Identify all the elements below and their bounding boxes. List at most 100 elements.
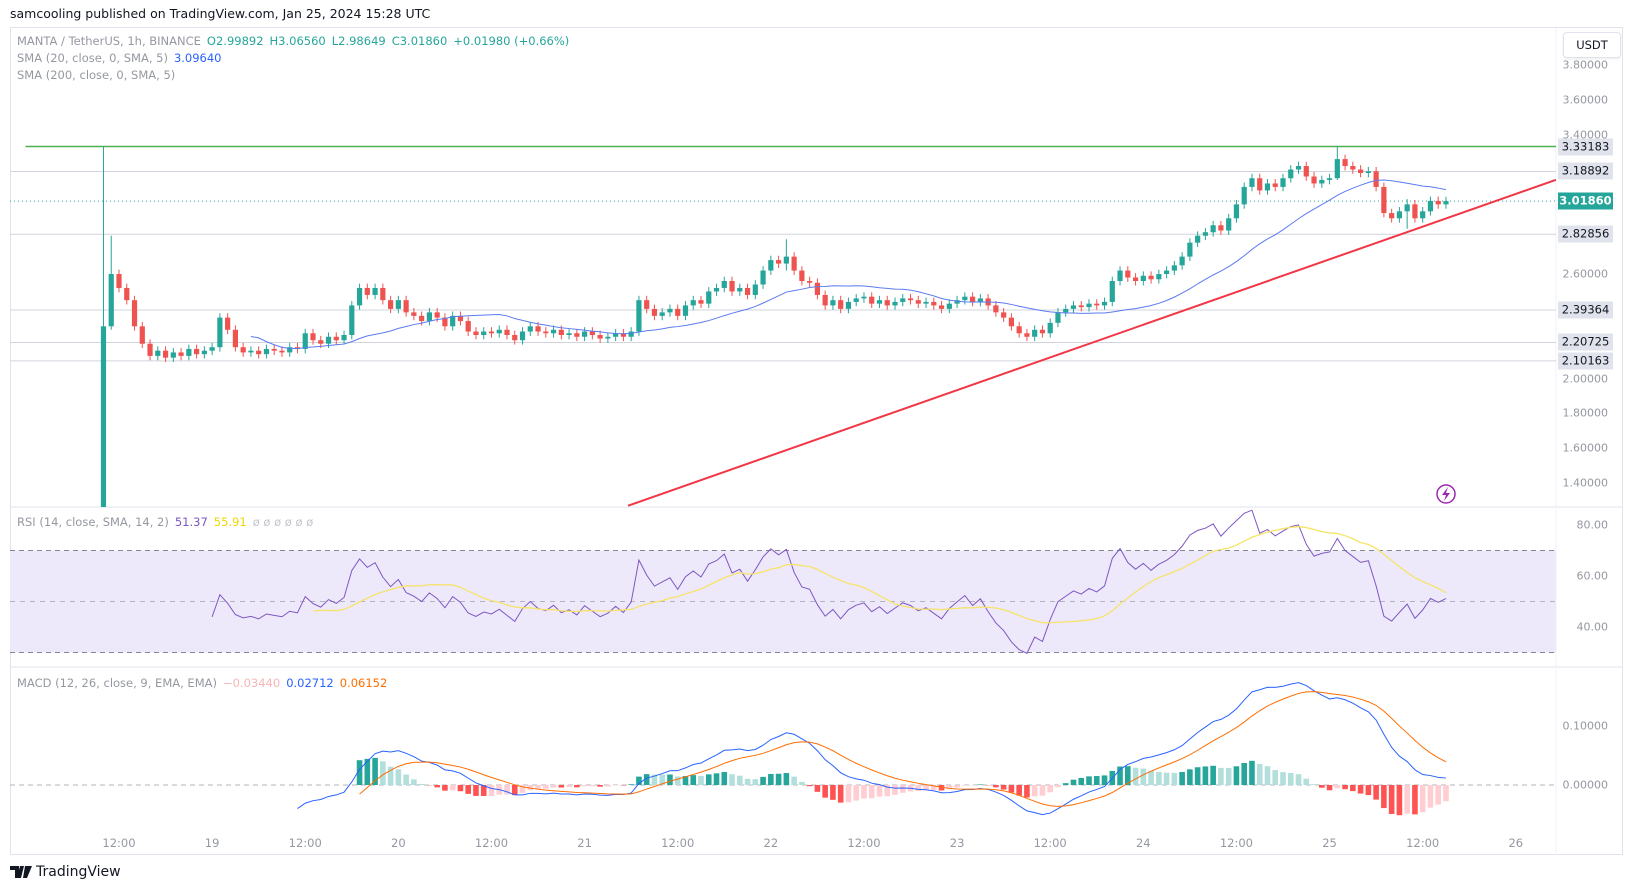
candle-body — [706, 291, 712, 304]
macd-histogram-bar — [1039, 785, 1046, 796]
candle-body — [768, 260, 774, 271]
macd-histogram-bar — [1024, 785, 1030, 798]
macd-line — [297, 682, 1447, 816]
sma20-legend[interactable]: SMA (20, close, 0, SMA, 5) 3.09640 — [17, 51, 228, 65]
candle — [892, 297, 898, 310]
sma200-legend[interactable]: SMA (200, close, 0, SMA, 5) — [17, 68, 181, 82]
macd-histogram-bar — [442, 785, 448, 791]
candle-body — [155, 350, 161, 356]
macd-histogram-bar — [830, 785, 836, 800]
candle — [807, 276, 813, 288]
candle — [1233, 200, 1240, 223]
rsi-legend[interactable]: RSI (14, close, SMA, 14, 2) 51.37 55.91 ø ø… — [17, 515, 319, 529]
candle-body — [597, 335, 603, 339]
close-value: C3.01860 — [391, 34, 448, 48]
macd-legend[interactable]: MACD (12, 26, close, 9, EMA, EMA) −0.0344… — [17, 676, 393, 690]
macd-histogram-bar — [737, 775, 743, 785]
candle — [962, 292, 968, 305]
candle — [302, 328, 308, 354]
candle-body — [1295, 166, 1302, 170]
candle-body — [279, 350, 285, 353]
candle-body — [388, 300, 394, 309]
macd-histogram-bar — [1249, 760, 1255, 785]
symbol-label[interactable]: MANTA / TetherUS, 1h, BINANCE — [17, 34, 201, 48]
candle — [1303, 161, 1309, 181]
candle — [597, 330, 603, 343]
candle-body — [1063, 308, 1069, 313]
main-legend: MANTA / TetherUS, 1h, BINANCE O2.99892 H3.… — [17, 34, 575, 48]
macd-histogram-bar — [380, 761, 386, 785]
candle-body — [124, 287, 130, 301]
macd-histogram-bar — [1086, 776, 1092, 785]
candle-body — [721, 281, 727, 288]
macd-histogram-bar — [977, 784, 984, 785]
candle — [1039, 325, 1046, 338]
macd-histogram-bar — [892, 785, 898, 795]
candle-body — [1381, 186, 1387, 214]
macd-histogram-bar — [1373, 785, 1379, 800]
candle — [698, 295, 704, 309]
candle — [1210, 220, 1216, 237]
candle — [830, 295, 836, 310]
macd-histogram-bar — [1148, 770, 1154, 785]
macd-histogram-bar — [643, 774, 650, 785]
candle — [1094, 299, 1100, 310]
candle-body — [364, 287, 370, 295]
candle-body — [861, 296, 867, 299]
macd-histogram-bar — [1008, 785, 1015, 793]
macd-histogram-bar — [1194, 767, 1201, 785]
candle — [124, 283, 130, 305]
candle — [721, 276, 727, 293]
candle-body — [962, 296, 968, 301]
currency-button[interactable]: USDT — [1563, 32, 1621, 58]
price-tick-label: 3.80000 — [1562, 58, 1609, 72]
candle — [1350, 161, 1356, 174]
candle-body — [853, 298, 859, 302]
macd-histogram-bar — [1101, 775, 1108, 785]
candle — [465, 316, 471, 336]
macd-histogram-bar — [364, 758, 371, 785]
candle — [225, 313, 231, 335]
macd-histogram-bar — [465, 785, 471, 794]
candle-body — [1373, 171, 1379, 187]
candle — [481, 327, 487, 340]
macd-histogram-bar — [837, 785, 844, 803]
candle-body — [1233, 204, 1240, 219]
candle-body — [690, 300, 696, 306]
publisher-line: samcooling published on TradingView.com,… — [10, 6, 431, 21]
trendline — [627, 178, 1556, 507]
time-tick-label: 22 — [763, 836, 779, 850]
macd-histogram-bar — [1171, 772, 1178, 785]
macd-histogram-bar — [1210, 765, 1216, 785]
time-tick-label: 26 — [1508, 836, 1524, 850]
candle — [768, 255, 774, 275]
candle — [876, 295, 883, 309]
candle — [744, 283, 751, 300]
candle-body — [248, 350, 254, 353]
candle — [512, 330, 518, 345]
macd-histogram-bar — [814, 785, 821, 792]
tradingview-logo[interactable]: TradingView — [10, 864, 121, 880]
macd-histogram-bar — [589, 785, 596, 787]
candle — [1389, 208, 1395, 223]
rsi-sma-value: 55.91 — [213, 515, 247, 529]
macd-histogram-bar — [605, 785, 611, 787]
macd-histogram-bar — [1412, 785, 1418, 815]
candle — [690, 295, 696, 310]
candle-body — [1326, 178, 1333, 180]
candle — [550, 325, 557, 338]
candle-body — [744, 287, 751, 295]
candle-body — [737, 287, 743, 292]
candle-body — [783, 256, 789, 264]
macd-histogram-bar — [418, 783, 425, 785]
candle — [1226, 213, 1232, 235]
candle-body — [1187, 242, 1193, 257]
candle-body — [1008, 317, 1014, 327]
time-tick-label: 12:00 — [1219, 836, 1254, 850]
candle-body — [504, 329, 510, 336]
lightning-icon-bolt — [1442, 487, 1450, 501]
macd-value: 0.02712 — [286, 676, 334, 690]
lightning-icon[interactable] — [1436, 484, 1456, 504]
candle — [931, 297, 937, 310]
